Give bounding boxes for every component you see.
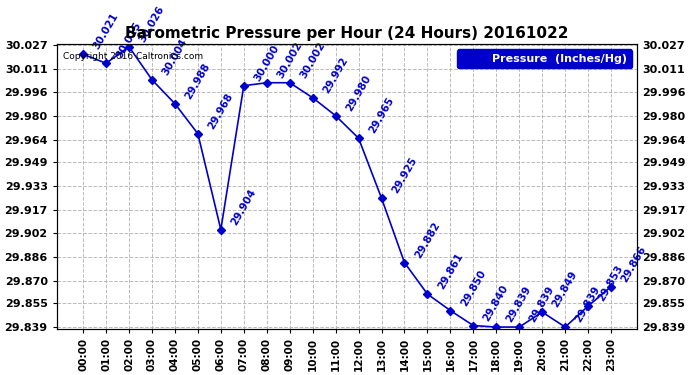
Text: 29.861: 29.861: [436, 252, 464, 291]
Pressure  (Inches/Hg): [125, 45, 133, 49]
Pressure  (Inches/Hg): [538, 310, 546, 314]
Text: 29.839: 29.839: [504, 285, 533, 324]
Text: 29.853: 29.853: [596, 264, 625, 303]
Text: 29.849: 29.849: [551, 270, 580, 309]
Text: 29.850: 29.850: [459, 268, 487, 308]
Text: 29.965: 29.965: [367, 96, 395, 135]
Text: Copyright 2016 Caltronics.com: Copyright 2016 Caltronics.com: [63, 52, 203, 61]
Text: 30.002: 30.002: [275, 40, 304, 80]
Pressure  (Inches/Hg): [148, 78, 156, 82]
Pressure  (Inches/Hg): [377, 196, 386, 200]
Text: 29.968: 29.968: [206, 91, 235, 131]
Pressure  (Inches/Hg): [561, 325, 569, 329]
Text: 29.980: 29.980: [344, 73, 373, 113]
Text: 30.026: 30.026: [137, 4, 166, 44]
Text: 29.882: 29.882: [413, 220, 442, 260]
Pressure  (Inches/Hg): [400, 260, 408, 265]
Pressure  (Inches/Hg): [469, 323, 477, 328]
Text: 29.992: 29.992: [321, 56, 350, 95]
Text: 30.000: 30.000: [252, 43, 281, 83]
Text: 29.839: 29.839: [528, 285, 556, 324]
Pressure  (Inches/Hg): [217, 227, 225, 232]
Text: 29.866: 29.866: [620, 244, 648, 284]
Pressure  (Inches/Hg): [492, 325, 500, 329]
Text: 29.840: 29.840: [482, 283, 511, 323]
Legend: Pressure  (Inches/Hg): Pressure (Inches/Hg): [457, 50, 632, 68]
Text: 30.002: 30.002: [298, 40, 327, 80]
Text: 29.925: 29.925: [390, 156, 419, 195]
Pressure  (Inches/Hg): [286, 81, 294, 85]
Pressure  (Inches/Hg): [423, 292, 431, 296]
Pressure  (Inches/Hg): [331, 114, 339, 118]
Title: Barometric Pressure per Hour (24 Hours) 20161022: Barometric Pressure per Hour (24 Hours) …: [126, 26, 569, 41]
Pressure  (Inches/Hg): [308, 96, 317, 100]
Pressure  (Inches/Hg): [263, 81, 271, 85]
Pressure  (Inches/Hg): [607, 284, 615, 289]
Pressure  (Inches/Hg): [446, 308, 455, 313]
Pressure  (Inches/Hg): [171, 102, 179, 106]
Text: 29.904: 29.904: [229, 187, 258, 227]
Text: 29.839: 29.839: [573, 285, 602, 324]
Line: Pressure  (Inches/Hg): Pressure (Inches/Hg): [80, 44, 614, 330]
Text: 30.021: 30.021: [92, 12, 120, 51]
Text: 30.004: 30.004: [160, 37, 189, 77]
Pressure  (Inches/Hg): [194, 132, 202, 136]
Text: 30.015: 30.015: [115, 21, 143, 60]
Pressure  (Inches/Hg): [102, 61, 110, 66]
Pressure  (Inches/Hg): [584, 304, 592, 308]
Pressure  (Inches/Hg): [515, 325, 524, 329]
Pressure  (Inches/Hg): [239, 84, 248, 88]
Pressure  (Inches/Hg): [355, 136, 363, 141]
Pressure  (Inches/Hg): [79, 52, 87, 57]
Text: 29.988: 29.988: [184, 61, 212, 101]
